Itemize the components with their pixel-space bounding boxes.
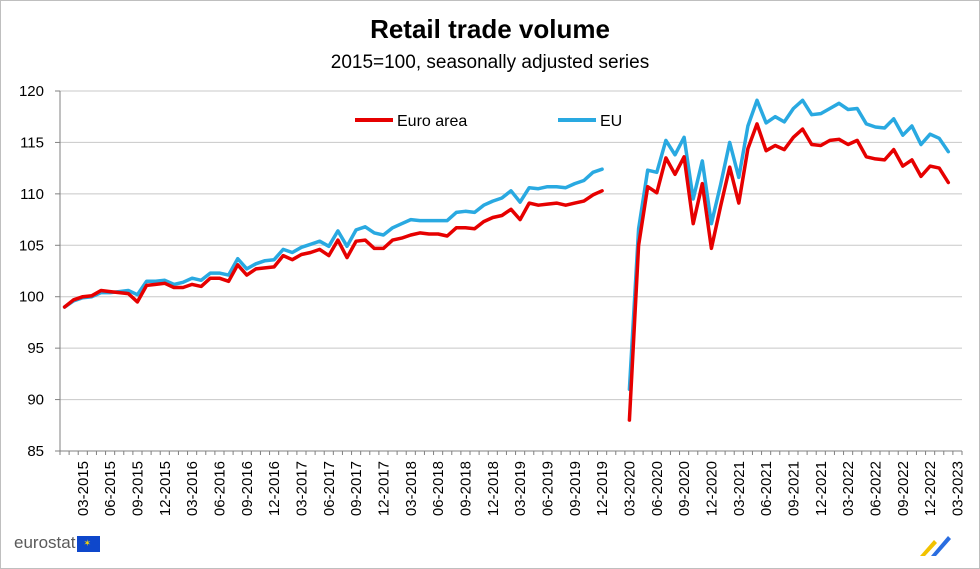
corner-mark-yellow: [920, 540, 937, 556]
x-tick-label: 06-2018: [430, 461, 447, 516]
x-tick-label: 03-2017: [293, 461, 310, 516]
x-tick-label: 03-2022: [840, 461, 857, 516]
x-tick-label: 03-2021: [731, 461, 748, 516]
x-tick-label: 12-2022: [922, 461, 939, 516]
x-tick-label: 03-2020: [621, 461, 638, 516]
x-tick-label: 09-2017: [348, 461, 365, 516]
x-tick-label: 06-2019: [539, 461, 556, 516]
x-tick-label: 03-2023: [949, 461, 966, 516]
x-tick-label: 06-2021: [758, 461, 775, 516]
x-tick-label: 12-2018: [485, 461, 502, 516]
x-tick-label: 12-2017: [375, 461, 392, 516]
x-tick-label: 06-2020: [649, 461, 666, 516]
x-tick-label: 09-2021: [785, 461, 802, 516]
x-tick-label: 03-2018: [403, 461, 420, 516]
x-tick-label: 03-2016: [184, 461, 201, 516]
eu-flag-icon: ✶: [77, 535, 101, 552]
corner-mark-blue: [931, 536, 951, 556]
x-tick-label: 03-2015: [75, 461, 92, 516]
x-tick-label: 03-2019: [512, 461, 529, 516]
x-tick-label: 09-2022: [895, 461, 912, 516]
chart-subtitle: 2015=100, seasonally adjusted series: [330, 52, 650, 73]
legend-label: EU: [600, 113, 622, 130]
x-tick-label: 06-2015: [102, 461, 119, 516]
legend-label: Euro area: [397, 113, 467, 130]
x-tick-label: 09-2016: [239, 461, 256, 516]
y-tick-label: 105: [19, 237, 44, 254]
x-tick-label: 12-2021: [813, 461, 830, 516]
y-tick-label: 90: [27, 392, 44, 409]
y-tick-label: 120: [19, 83, 44, 100]
x-tick-label: 09-2019: [567, 461, 584, 516]
x-tick-label: 09-2020: [676, 461, 693, 516]
chart-title: Retail trade volume: [370, 14, 610, 44]
y-tick-label: 115: [20, 134, 44, 151]
series-line-euro-area: [62, 122, 951, 422]
x-tick-label: 12-2019: [594, 461, 611, 516]
y-tick-label: 85: [27, 443, 44, 460]
series-line-eu: [62, 98, 951, 392]
logo-text: eurostat: [14, 533, 76, 552]
x-tick-label: 06-2016: [211, 461, 228, 516]
y-tick-label: 95: [27, 340, 44, 357]
x-tick-label: 12-2015: [157, 461, 174, 516]
y-tick-label: 100: [19, 289, 44, 306]
x-tick-label: 12-2020: [703, 461, 720, 516]
eurostat-logo: eurostat ✶: [14, 533, 101, 553]
y-tick-label: 110: [20, 186, 44, 203]
x-tick-label: 06-2022: [867, 461, 884, 516]
x-tick-label: 09-2018: [457, 461, 474, 516]
x-tick-label: 09-2015: [129, 461, 146, 516]
x-tick-label: 12-2016: [266, 461, 283, 516]
x-tick-label: 06-2017: [321, 461, 338, 516]
